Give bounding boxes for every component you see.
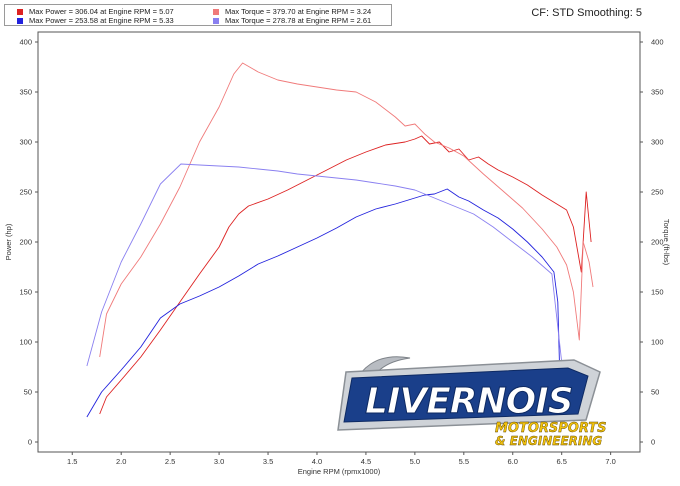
legend-label: Max Power = 306.04 at Engine RPM = 5.07 bbox=[29, 7, 174, 16]
y2-tick-label: 150 bbox=[651, 288, 664, 297]
x-tick-label: 5.5 bbox=[459, 457, 469, 466]
y-tick-label: 50 bbox=[24, 388, 32, 397]
x-tick-label: 2.5 bbox=[165, 457, 175, 466]
y2-tick-label: 200 bbox=[651, 238, 664, 247]
y-axis-title: Power (hp) bbox=[4, 223, 13, 260]
legend-item-max-torque-blue: Max Torque = 278.78 at Engine RPM = 2.61 bbox=[213, 16, 371, 25]
legend-item-max-power-blue: Max Power = 253.58 at Engine RPM = 5.33 bbox=[17, 16, 174, 25]
legend-item-max-torque-red: Max Torque = 379.70 at Engine RPM = 3.24 bbox=[213, 7, 371, 16]
legend-swatch bbox=[213, 18, 219, 24]
x-tick-label: 6.5 bbox=[556, 457, 566, 466]
y2-axis-title: Torque (ft-lbs) bbox=[662, 219, 671, 266]
livernois-logo: LIVERNOIS MOTORSPORTS & ENGINEERING bbox=[337, 356, 607, 448]
logo-text-livernois: LIVERNOIS bbox=[365, 381, 573, 422]
series-line-1 bbox=[99, 135, 592, 415]
x-tick-label: 3.0 bbox=[214, 457, 224, 466]
legend-label: Max Power = 253.58 at Engine RPM = 5.33 bbox=[29, 16, 174, 25]
y-tick-label: 400 bbox=[19, 38, 32, 47]
logo-text-engineering: & ENGINEERING bbox=[495, 434, 602, 448]
y2-tick-label: 250 bbox=[651, 188, 664, 197]
legend-item-max-power-red: Max Power = 306.04 at Engine RPM = 5.07 bbox=[17, 7, 174, 16]
series-line-3 bbox=[99, 62, 594, 358]
legend: Max Power = 306.04 at Engine RPM = 5.07 … bbox=[4, 4, 392, 26]
x-tick-label: 7.0 bbox=[605, 457, 615, 466]
legend-swatch bbox=[17, 9, 23, 15]
logo-text-motorsports: MOTORSPORTS bbox=[495, 421, 607, 436]
x-tick-label: 3.5 bbox=[263, 457, 273, 466]
x-tick-label: 2.0 bbox=[116, 457, 126, 466]
smoothing-label: CF: STD Smoothing: 5 bbox=[531, 7, 642, 19]
x-tick-label: 4.5 bbox=[361, 457, 371, 466]
legend-label: Max Torque = 379.70 at Engine RPM = 3.24 bbox=[225, 7, 372, 16]
y-tick-label: 150 bbox=[19, 288, 32, 297]
y2-tick-label: 50 bbox=[651, 388, 659, 397]
x-axis-title: Engine RPM (rpmx1000) bbox=[298, 467, 381, 476]
x-tick-label: 1.5 bbox=[67, 457, 77, 466]
x-tick-label: 6.0 bbox=[508, 457, 518, 466]
series-line-2 bbox=[86, 188, 561, 418]
legend-swatch bbox=[17, 18, 23, 24]
y2-tick-label: 350 bbox=[651, 88, 664, 97]
x-tick-label: 5.0 bbox=[410, 457, 420, 466]
y2-tick-label: 400 bbox=[651, 38, 664, 47]
series-line-4 bbox=[86, 163, 563, 367]
y-tick-label: 350 bbox=[19, 88, 32, 97]
y-tick-label: 200 bbox=[19, 238, 32, 247]
y2-tick-label: 0 bbox=[651, 438, 655, 447]
y-tick-label: 100 bbox=[19, 338, 32, 347]
y-tick-label: 250 bbox=[19, 188, 32, 197]
y2-tick-label: 100 bbox=[651, 338, 664, 347]
legend-swatch bbox=[213, 9, 219, 15]
x-tick-label: 4.0 bbox=[312, 457, 322, 466]
y2-tick-label: 300 bbox=[651, 138, 664, 147]
y-tick-label: 300 bbox=[19, 138, 32, 147]
y-tick-label: 0 bbox=[28, 438, 32, 447]
legend-label: Max Torque = 278.78 at Engine RPM = 2.61 bbox=[225, 16, 372, 25]
